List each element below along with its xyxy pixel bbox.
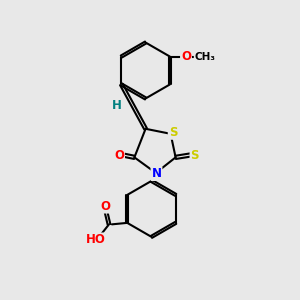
Text: O: O (181, 50, 191, 63)
Text: H: H (112, 99, 122, 112)
Text: N: N (152, 167, 161, 180)
Text: S: S (169, 126, 177, 139)
Text: HO: HO (85, 233, 105, 247)
Text: O: O (114, 148, 124, 161)
Text: O: O (100, 200, 110, 213)
Text: S: S (190, 148, 199, 161)
Text: CH₃: CH₃ (195, 52, 216, 61)
